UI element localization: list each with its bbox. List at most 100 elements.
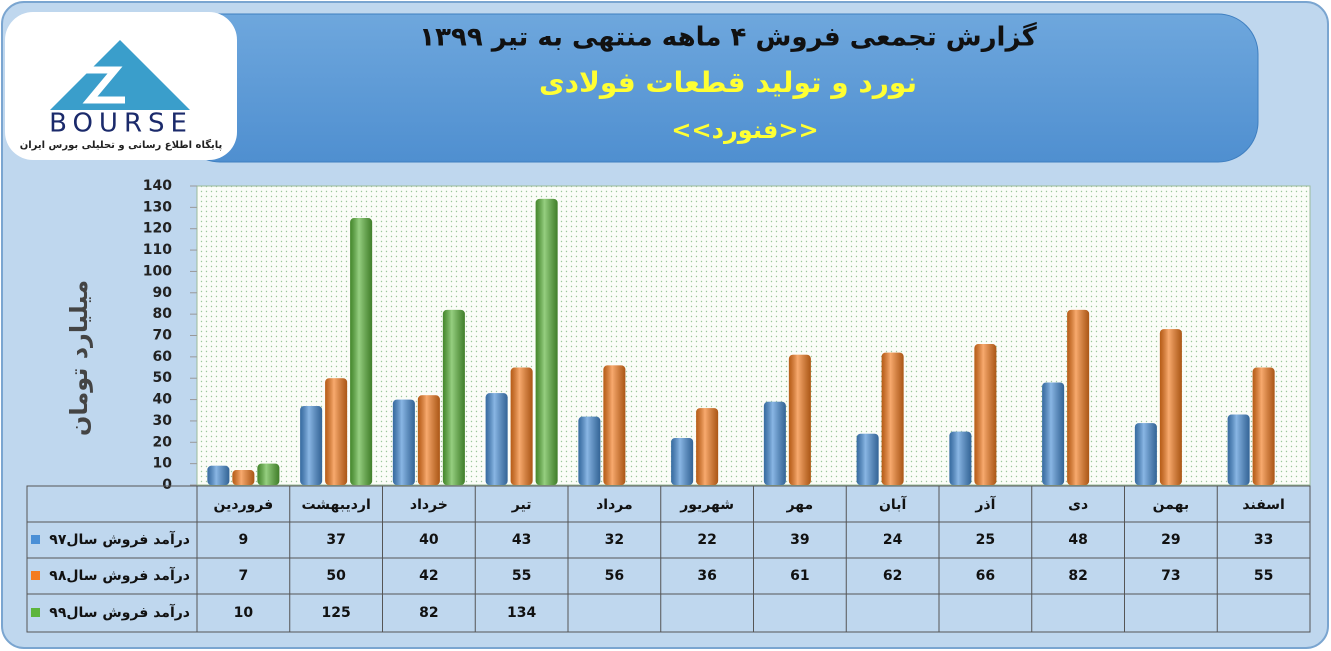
- x-tick-label: اسفند: [1242, 497, 1284, 513]
- bar-shine: [417, 395, 440, 485]
- x-tick-label: خرداد: [410, 497, 448, 513]
- bar-shine: [442, 309, 465, 485]
- bar-shine: [300, 405, 323, 485]
- legend-key: [31, 608, 40, 617]
- bar-shine: [1159, 329, 1182, 485]
- y-tick-label: 130: [143, 199, 172, 215]
- y-tick-label: 0: [162, 477, 172, 493]
- y-tick-label: 60: [153, 349, 173, 365]
- x-tick-label: آذر: [974, 495, 996, 513]
- x-tick-label: مهر: [786, 497, 814, 513]
- bar-shine: [603, 365, 626, 485]
- table-value: 29: [1161, 532, 1180, 548]
- table-value: 62: [883, 568, 902, 584]
- bar-shine: [485, 393, 508, 485]
- table-value: 125: [322, 605, 351, 621]
- bar-shine: [1067, 309, 1090, 485]
- bar-shine: [257, 463, 280, 485]
- table-value: 10: [234, 605, 254, 621]
- bar-shine: [325, 378, 348, 485]
- table-frame: [26, 485, 1311, 633]
- table-value: 33: [1254, 532, 1273, 548]
- bar-shine: [207, 465, 230, 485]
- table-value: 55: [1254, 568, 1273, 584]
- table-value: 61: [790, 568, 809, 584]
- x-tick-label: فروردین: [214, 497, 274, 513]
- bar-shine: [763, 401, 786, 485]
- y-tick-label: 120: [143, 221, 172, 237]
- y-tick-label: 80: [153, 306, 173, 322]
- legend-key: [31, 535, 40, 544]
- x-tick-label: مرداد: [596, 497, 633, 513]
- bar-shine: [1252, 367, 1275, 485]
- bar-shine: [392, 399, 415, 485]
- table-value: 56: [605, 568, 624, 584]
- logo-name: BOURSE: [49, 109, 193, 139]
- bar-shine: [696, 408, 719, 485]
- table-value: 24: [883, 532, 903, 548]
- bar-shine: [974, 344, 997, 485]
- table-value: 134: [507, 605, 536, 621]
- chart-subtitle: نورد و تولید قطعات فولادی: [539, 66, 917, 99]
- bar-shine: [232, 470, 255, 485]
- x-tick-label: اردیبهشت: [301, 497, 370, 513]
- table-value: 55: [512, 568, 531, 584]
- bar-shine: [535, 198, 558, 486]
- table-value: 42: [419, 568, 438, 584]
- table-value: 40: [419, 532, 439, 548]
- y-tick-label: 20: [153, 434, 173, 450]
- bar-shine: [350, 218, 373, 486]
- bar-shine: [1042, 382, 1065, 485]
- plot-area: [196, 185, 1311, 486]
- table-value: 32: [605, 532, 624, 548]
- bar-shine: [1134, 423, 1157, 485]
- table-value: 66: [976, 568, 995, 584]
- bar-shine: [881, 352, 904, 485]
- bar-shine: [949, 431, 972, 485]
- table-value: 48: [1068, 532, 1087, 548]
- table-value: 43: [512, 532, 531, 548]
- x-tick-label: شهریور: [679, 497, 734, 513]
- x-tick-label: آبان: [879, 495, 907, 513]
- bar-shine: [856, 433, 879, 485]
- y-tick-label: 100: [143, 263, 172, 279]
- table-value: 25: [976, 532, 995, 548]
- logo-icon: [82, 66, 125, 104]
- table-value: 9: [239, 532, 249, 548]
- y-tick-label: 40: [153, 392, 173, 408]
- table-value: 73: [1161, 568, 1180, 584]
- y-tick-label: 30: [153, 413, 173, 429]
- table-value: 7: [239, 568, 249, 584]
- chart-title: گزارش تجمعی فروش ۴ ماهه منتهی به تیر ۱۳۹…: [419, 22, 1037, 53]
- logo-icon: [50, 40, 190, 110]
- table-value: 37: [326, 532, 345, 548]
- y-tick-label: 140: [143, 178, 172, 194]
- table-value: 82: [1068, 568, 1087, 584]
- table-value: 36: [697, 568, 716, 584]
- bar-shine: [510, 367, 533, 485]
- table-value: 39: [790, 532, 809, 548]
- table-value: 50: [326, 568, 346, 584]
- company-name: <<فنورد>>: [671, 116, 818, 144]
- legend-key: [31, 571, 40, 580]
- table-value: 22: [697, 532, 716, 548]
- logo-tagline: پایگاه اطلاع رسانی و تحلیلی بورس ایران: [20, 138, 223, 151]
- bar-shine: [788, 354, 811, 485]
- bar-shine: [578, 416, 601, 485]
- bar-shine: [671, 438, 694, 485]
- y-tick-label: 110: [143, 242, 172, 258]
- bar-shine: [1227, 414, 1250, 485]
- legend-label: درآمد فروش سال۹۹: [49, 603, 190, 621]
- x-tick-label: بهمن: [1153, 497, 1189, 513]
- table-value: 82: [419, 605, 438, 621]
- y-tick-label: 10: [153, 456, 173, 472]
- y-axis-label: میلیارد تومان: [65, 280, 93, 436]
- x-tick-label: تیر: [511, 497, 532, 513]
- legend-label: درآمد فروش سال۹۸: [49, 566, 190, 584]
- y-tick-label: 90: [153, 285, 173, 301]
- x-tick-label: دی: [1068, 497, 1088, 513]
- y-tick-label: 50: [153, 370, 173, 386]
- y-tick-label: 70: [153, 328, 173, 344]
- legend-label: درآمد فروش سال۹۷: [49, 530, 190, 548]
